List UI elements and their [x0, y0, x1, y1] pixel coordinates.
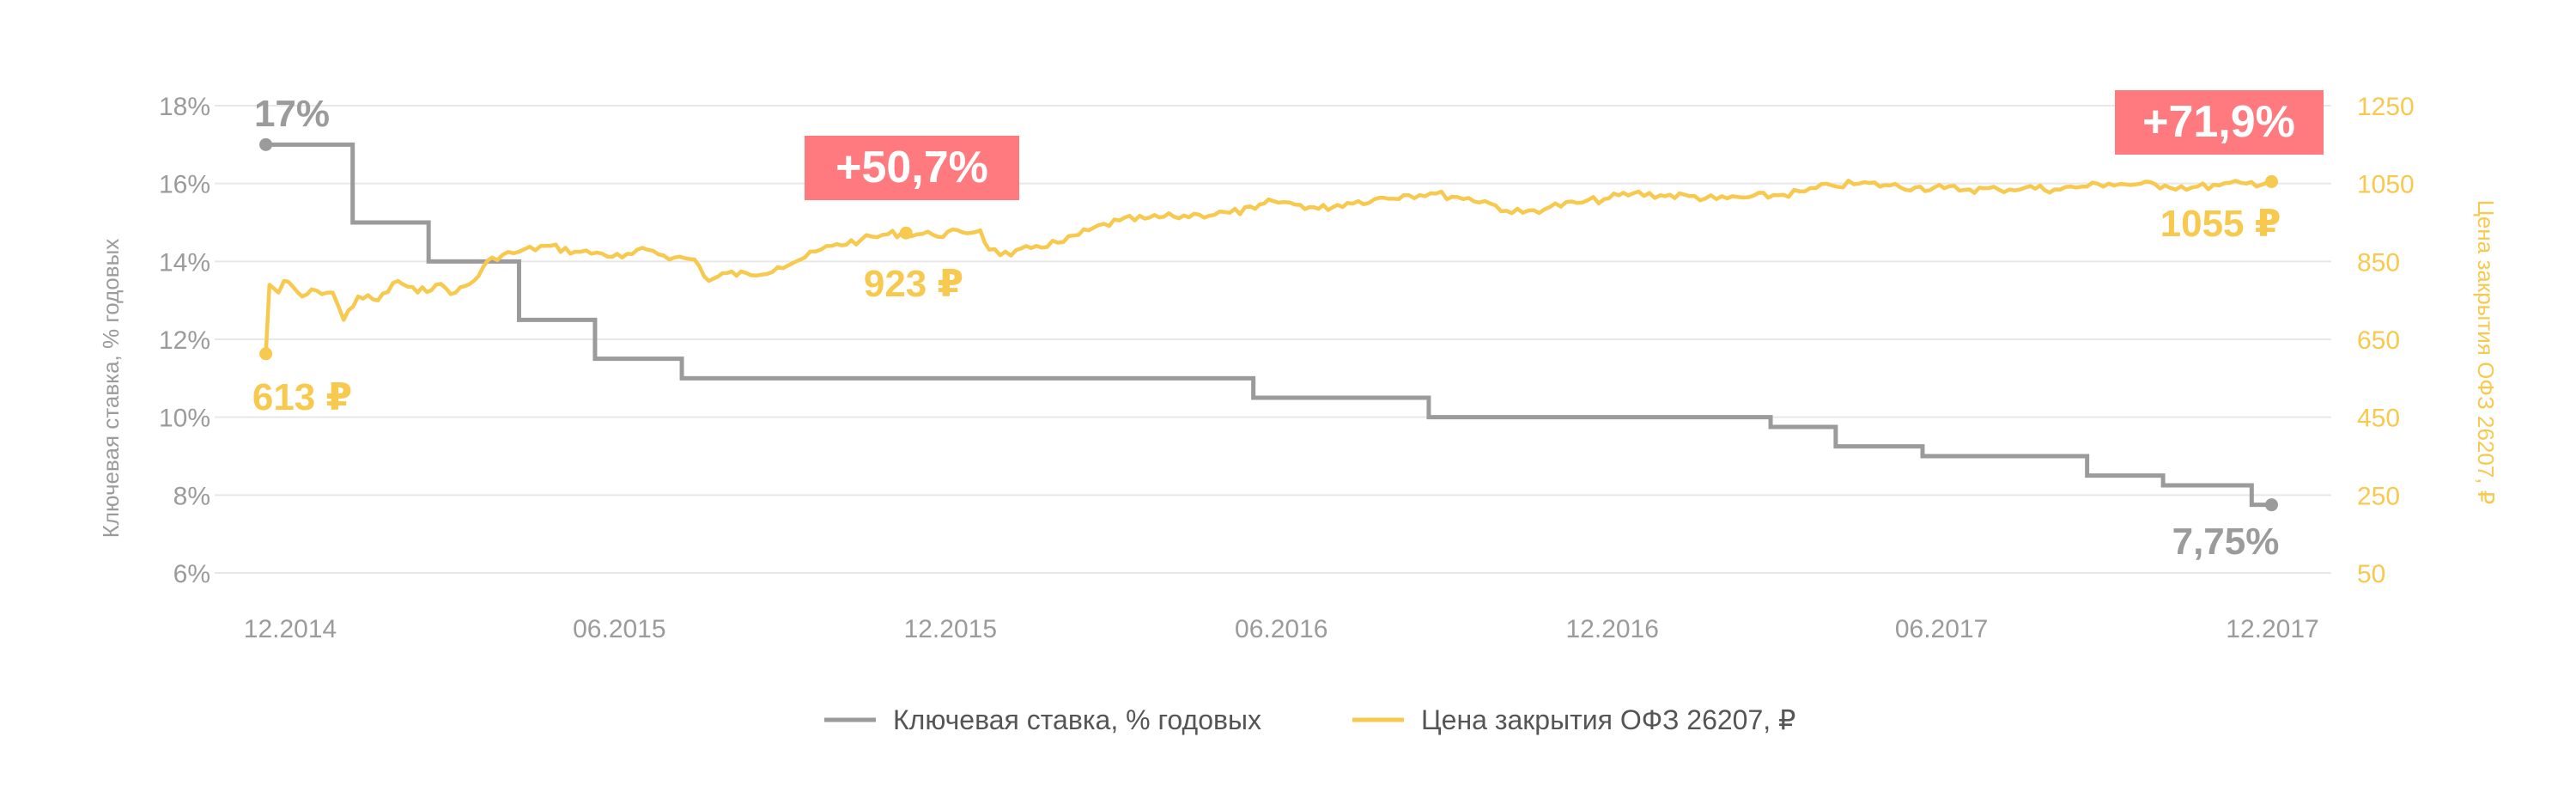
annotation-markers [259, 137, 2278, 512]
x-tick-label: 06.2015 [573, 615, 665, 643]
gridlines [215, 105, 2331, 574]
badge-end-background [2115, 90, 2324, 155]
price-end-marker [2264, 174, 2278, 188]
left-tick-label: 10% [159, 405, 210, 433]
price-start-label: 613 ₽ [252, 376, 352, 418]
x-tick-label: 12.2016 [1565, 615, 1658, 643]
right-tick-label: 250 [2357, 482, 2400, 510]
x-tick-label: 12.2015 [904, 615, 997, 643]
x-tick-label: 06.2017 [1895, 615, 1988, 643]
rate-end-marker [2264, 498, 2278, 512]
x-tick-label: 12.2017 [2226, 615, 2318, 643]
left-tick-label: 14% [159, 248, 210, 277]
left-axis-ticks: 6% 8% 10% 12% 14% 16% 18% [159, 93, 210, 588]
right-tick-label: 1050 [2357, 171, 2415, 199]
price-mid-marker [899, 226, 913, 240]
legend-label-ofz-price: Цена закрытия ОФЗ 26207, ₽ [1421, 704, 1795, 735]
x-tick-label: 12.2014 [244, 615, 337, 643]
rate-start-label: 17% [254, 93, 330, 135]
right-tick-label: 50 [2357, 560, 2385, 588]
badge-mid-background [805, 136, 1019, 200]
price-start-marker [259, 347, 273, 361]
legend: Ключевая ставка, % годовых Цена закрытия… [824, 704, 1795, 735]
left-tick-label: 8% [173, 482, 210, 510]
rate-start-marker [259, 137, 273, 151]
x-axis-ticks: 12.2014 06.2015 12.2015 06.2016 12.2016 06.20… [244, 615, 2319, 643]
right-tick-label: 1250 [2357, 93, 2415, 121]
left-tick-label: 16% [159, 171, 210, 199]
left-tick-label: 6% [173, 560, 210, 588]
right-tick-label: 450 [2357, 405, 2400, 433]
badge-mid-label: +50,7% [835, 143, 988, 192]
right-axis-ticks: 50 250 450 650 850 1050 1250 [2357, 93, 2415, 588]
right-tick-label: 650 [2357, 326, 2400, 355]
right-tick-label: 850 [2357, 248, 2400, 277]
rate-end-label: 7,75% [2172, 521, 2280, 563]
badge-end-label: +71,9% [2142, 97, 2295, 147]
x-tick-label: 06.2016 [1235, 615, 1327, 643]
legend-label-key-rate: Ключевая ставка, % годовых [893, 704, 1261, 735]
price-mid-label: 923 ₽ [864, 263, 963, 305]
series-line-ofz-price [264, 179, 2273, 354]
series-line-key-rate [265, 142, 2272, 508]
price-end-label: 1055 ₽ [2160, 203, 2281, 245]
left-tick-label: 18% [159, 93, 210, 121]
left-tick-label: 12% [159, 326, 210, 355]
left-axis-title: Ключевая ставка, % годовых [98, 239, 124, 539]
right-axis-title: Цена закрытия ОФЗ 26207, ₽ [2473, 200, 2499, 505]
